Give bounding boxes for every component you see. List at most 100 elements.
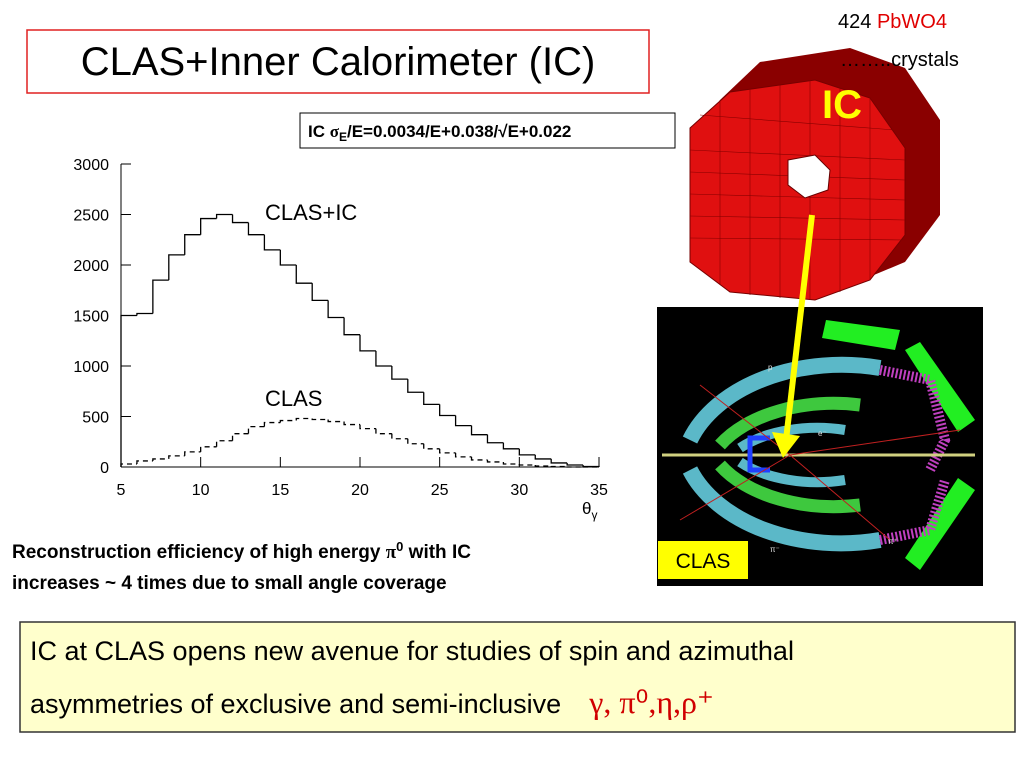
histogram-bin [295, 417, 313, 421]
title: CLAS+Inner Calorimeter (IC) [81, 40, 596, 84]
histogram-bin [550, 458, 568, 464]
histogram-bin [439, 448, 456, 454]
formula-prefix: IC [308, 122, 330, 141]
histogram-bin [247, 222, 265, 236]
summary-box [19, 621, 1016, 733]
title-box [26, 29, 650, 94]
histogram-bin [502, 442, 520, 450]
formula-subscript: E [339, 130, 347, 144]
histogram-bin [279, 249, 297, 266]
x-axis-label: θγ [582, 499, 597, 522]
histogram-bin [263, 421, 281, 427]
formula-symbol: σ [330, 122, 340, 141]
y-tick-label: 2500 [73, 208, 109, 225]
histogram-bin [184, 234, 201, 255]
particle-label: p [768, 363, 773, 372]
resolution-formula: IC σE/E=0.0034/E+0.038/√E+0.022 [308, 122, 571, 144]
series-label: CLAS [265, 386, 322, 411]
particle-label: π⁻ [770, 545, 780, 554]
histogram-bin [566, 462, 584, 466]
clas-label-box [658, 541, 748, 579]
histogram-bin [454, 452, 472, 458]
histogram-bin [200, 217, 217, 235]
y-tick-label: 1500 [73, 309, 109, 326]
histogram-bin [566, 466, 584, 468]
histogram-bin [136, 312, 153, 316]
particle-label: π⁺ [888, 537, 898, 546]
histogram-bin [375, 350, 392, 367]
histogram-bin [534, 454, 552, 460]
histogram-bin [359, 334, 376, 352]
histogram-bin [263, 234, 281, 251]
histogram-bin [518, 463, 536, 466]
x-tick-label: 35 [590, 482, 608, 499]
histogram-bin [120, 463, 137, 467]
histogram-bin [200, 446, 217, 452]
arrow-shaft [783, 214, 815, 441]
histogram-bin [439, 404, 456, 417]
x-tick-label: 15 [271, 482, 289, 499]
formula-rest: /E=0.0034/E+0.038/√E+0.022 [347, 122, 571, 141]
y-tick-label: 0 [100, 460, 109, 477]
histogram-bin [215, 440, 233, 447]
histogram-bin [231, 433, 249, 441]
caption-line1: Reconstruction efficiency of high energy… [12, 539, 471, 563]
histogram-bin [582, 464, 600, 468]
arrow-head [772, 432, 800, 458]
histogram-bin [423, 443, 440, 450]
x-tick-label: 25 [431, 482, 449, 499]
summary-particles: γ, π⁰,η,ρ⁺ [588, 684, 714, 720]
y-tick-label: 2000 [73, 258, 109, 275]
histogram-bin [327, 300, 345, 319]
histogram-bin [279, 419, 297, 423]
x-tick-label: 5 [117, 482, 126, 499]
histogram-bin [152, 279, 169, 314]
histogram-bin [120, 314, 137, 467]
caption-symbol: π [386, 542, 397, 563]
x-tick-label: 10 [192, 482, 210, 499]
caption-end: with IC [403, 542, 471, 563]
crystal-note-line2: ……..crystals [840, 49, 959, 71]
histogram-bin [407, 379, 424, 393]
histogram-bin [343, 317, 360, 336]
histogram-bin [391, 433, 408, 440]
histogram-bin [184, 451, 201, 456]
histogram-bin [215, 213, 233, 219]
histogram-bin [518, 448, 536, 456]
histogram-bin [327, 419, 345, 423]
histogram-bin [168, 455, 185, 459]
histogram-bin [534, 464, 552, 467]
caption-line2: increases ~ 4 times due to small angle c… [12, 573, 447, 594]
histogram-bin [231, 214, 249, 224]
histogram-bin [359, 424, 376, 430]
x-label-symbol: θ [582, 499, 591, 518]
y-tick-label: 3000 [73, 157, 109, 174]
histogram-bin [486, 434, 504, 444]
clas-label: CLAS [676, 550, 731, 573]
summary-line1: IC at CLAS opens new avenue for studies … [30, 636, 794, 666]
histogram-bin [295, 265, 313, 284]
x-tick-label: 20 [351, 482, 369, 499]
ic-label: IC [822, 83, 862, 127]
crystal-count: 424 [838, 11, 877, 33]
x-tick-label: 30 [510, 482, 528, 499]
caption-start: Reconstruction efficiency of high energy [12, 542, 386, 563]
formula-box [299, 112, 676, 149]
histogram-bin [136, 460, 153, 464]
histogram-bin [311, 418, 329, 421]
histogram-bin [550, 465, 568, 468]
histogram-bin [168, 254, 185, 281]
histogram-bin [470, 456, 488, 461]
caption-superscript: 0 [396, 539, 403, 554]
crystal-note: 424 PbWO4 [838, 11, 947, 33]
particle-label: e⁻ [818, 429, 827, 438]
ic-graphic [689, 48, 940, 301]
x-label-subscript: γ [591, 508, 597, 522]
histogram-bin [343, 421, 360, 426]
histogram-bin [311, 283, 329, 301]
histogram-bin [247, 425, 265, 434]
y-tick-label: 1000 [73, 359, 109, 376]
series-label: CLAS+IC [265, 200, 357, 225]
crystal-material: PbWO4 [877, 11, 947, 33]
